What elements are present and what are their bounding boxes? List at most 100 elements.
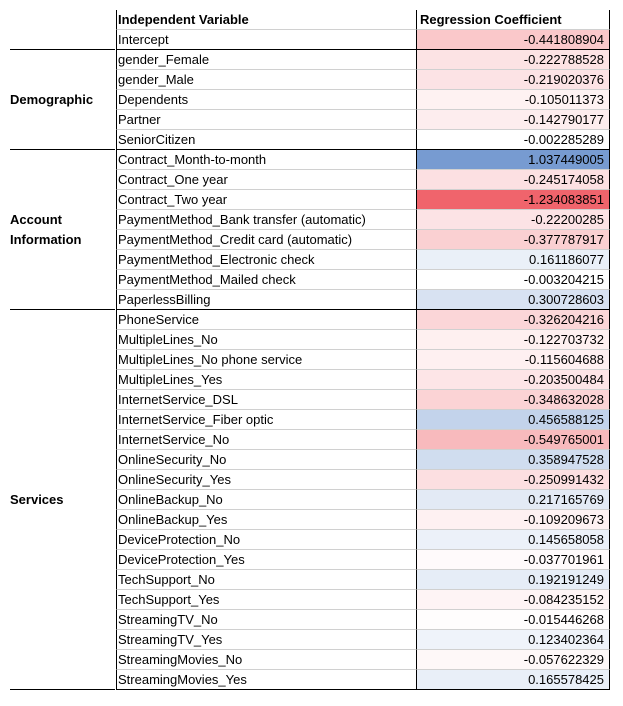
variable-name-cell: OnlineBackup_Yes xyxy=(116,510,416,530)
coefficient-value-cell: -0.109209673 xyxy=(416,510,610,530)
category-cell xyxy=(10,110,115,130)
category-cell xyxy=(10,390,115,410)
variable-name-cell: MultipleLines_No xyxy=(116,330,416,350)
table-row: StreamingTV_Yes 0.123402364 xyxy=(10,630,610,650)
coefficient-value-cell: -1.234083851 xyxy=(416,190,610,210)
group-label: Services xyxy=(10,492,64,507)
table-body: Intercept -0.441808904 gender_Female -0.222… xyxy=(10,30,610,690)
variable-name-cell: StreamingMovies_Yes xyxy=(116,670,416,690)
category-cell xyxy=(10,650,115,670)
variable-name-cell: OnlineBackup_No xyxy=(116,490,416,510)
table-row: TechSupport_Yes -0.084235152 xyxy=(10,590,610,610)
category-cell xyxy=(10,270,115,290)
coefficient-value-cell: -0.441808904 xyxy=(416,30,610,50)
table-row: OnlineBackup_No 0.217165769 xyxy=(10,490,610,510)
category-cell xyxy=(10,510,115,530)
group-label: Account Information xyxy=(10,210,115,250)
table-row: TechSupport_No 0.192191249 xyxy=(10,570,610,590)
regression-coefficient-table: Independent Variable Regression Coeffici… xyxy=(10,10,610,690)
category-cell xyxy=(10,190,115,210)
variable-name-cell: PaperlessBilling xyxy=(116,290,416,310)
variable-name-cell: DeviceProtection_Yes xyxy=(116,550,416,570)
coefficient-value-cell: -0.037701961 xyxy=(416,550,610,570)
table-row: MultipleLines_Yes -0.203500484 xyxy=(10,370,610,390)
table-row: SeniorCitizen -0.002285289 xyxy=(10,130,610,150)
table-row: Contract_One year -0.245174058 xyxy=(10,170,610,190)
table-row: OnlineSecurity_No 0.358947528 xyxy=(10,450,610,470)
table-row: Intercept -0.441808904 xyxy=(10,30,610,50)
category-cell xyxy=(10,30,115,50)
category-cell xyxy=(10,50,115,70)
variable-name-cell: OnlineSecurity_Yes xyxy=(116,470,416,490)
coefficient-value-cell: -0.326204216 xyxy=(416,310,610,330)
coefficient-value-cell: -0.015446268 xyxy=(416,610,610,630)
table-row: PaymentMethod_Electronic check 0.16118607… xyxy=(10,250,610,270)
group-label: Demographic xyxy=(10,92,94,107)
coefficient-value-cell: -0.22200285 xyxy=(416,210,610,230)
coefficient-value-cell: -0.245174058 xyxy=(416,170,610,190)
coefficient-value-cell: -0.348632028 xyxy=(416,390,610,410)
variable-name-cell: InternetService_No xyxy=(116,430,416,450)
category-cell xyxy=(10,350,115,370)
table-row: gender_Male -0.219020376 xyxy=(10,70,610,90)
category-cell xyxy=(10,550,115,570)
coefficient-value-cell: -0.003204215 xyxy=(416,270,610,290)
table-row: OnlineSecurity_Yes -0.250991432 xyxy=(10,470,610,490)
variable-name-cell: DeviceProtection_No xyxy=(116,530,416,550)
table-row: StreamingMovies_No -0.057622329 xyxy=(10,650,610,670)
table-row: StreamingMovies_Yes 0.165578425 xyxy=(10,670,610,690)
coefficient-value-cell: -0.002285289 xyxy=(416,130,610,150)
variable-name-cell: gender_Male xyxy=(116,70,416,90)
coefficient-value-cell: 0.192191249 xyxy=(416,570,610,590)
variable-name-cell: TechSupport_Yes xyxy=(116,590,416,610)
category-cell xyxy=(10,70,115,90)
table-row: MultipleLines_No phone service -0.1156046… xyxy=(10,350,610,370)
table-row: PaymentMethod_Bank transfer (automatic) -… xyxy=(10,210,610,230)
coefficient-value-cell: -0.084235152 xyxy=(416,590,610,610)
table-row: Partner -0.142790177 xyxy=(10,110,610,130)
category-cell xyxy=(10,630,115,650)
table-row: MultipleLines_No -0.122703732 xyxy=(10,330,610,350)
table-row: Contract_Month-to-month 1.037449005 xyxy=(10,150,610,170)
variable-name-cell: PhoneService xyxy=(116,310,416,330)
variable-name-cell: StreamingTV_No xyxy=(116,610,416,630)
variable-name-cell: PaymentMethod_Bank transfer (automatic) xyxy=(116,210,416,230)
table-row: PaperlessBilling 0.300728603 xyxy=(10,290,610,310)
category-cell xyxy=(10,170,115,190)
variable-name-cell: Intercept xyxy=(116,30,416,50)
variable-column-header: Independent Variable xyxy=(116,10,416,30)
group-label-line: Account xyxy=(10,212,62,227)
coefficient-value-cell: 0.145658058 xyxy=(416,530,610,550)
coefficient-value-cell: -0.142790177 xyxy=(416,110,610,130)
coefficient-value-cell: -0.105011373 xyxy=(416,90,610,110)
variable-name-cell: MultipleLines_No phone service xyxy=(116,350,416,370)
table-row: PhoneService -0.326204216 xyxy=(10,310,610,330)
category-header-cell xyxy=(10,10,115,30)
variable-name-cell: PaymentMethod_Credit card (automatic) xyxy=(116,230,416,250)
coefficient-value-cell: -0.549765001 xyxy=(416,430,610,450)
variable-name-cell: gender_Female xyxy=(116,50,416,70)
category-cell xyxy=(10,130,115,150)
table-row: DeviceProtection_Yes -0.037701961 xyxy=(10,550,610,570)
coefficient-value-cell: -0.115604688 xyxy=(416,350,610,370)
variable-name-cell: Contract_Two year xyxy=(116,190,416,210)
coefficient-value-cell: -0.057622329 xyxy=(416,650,610,670)
table-row: Dependents -0.105011373 xyxy=(10,90,610,110)
header-row: Independent Variable Regression Coeffici… xyxy=(10,10,610,30)
coefficient-value-cell: 0.123402364 xyxy=(416,630,610,650)
table-row: InternetService_DSL -0.348632028 xyxy=(10,390,610,410)
coefficient-value-cell: -0.122703732 xyxy=(416,330,610,350)
table-row: InternetService_Fiber optic 0.456588125 xyxy=(10,410,610,430)
table-row: DeviceProtection_No 0.145658058 xyxy=(10,530,610,550)
table-row: PaymentMethod_Mailed check -0.003204215 xyxy=(10,270,610,290)
category-cell xyxy=(10,150,115,170)
category-cell xyxy=(10,430,115,450)
variable-name-cell: Partner xyxy=(116,110,416,130)
coefficient-value-cell: 0.358947528 xyxy=(416,450,610,470)
category-cell xyxy=(10,530,115,550)
table-row: StreamingTV_No -0.015446268 xyxy=(10,610,610,630)
variable-name-cell: StreamingMovies_No xyxy=(116,650,416,670)
category-cell xyxy=(10,590,115,610)
coefficient-value-cell: 0.300728603 xyxy=(416,290,610,310)
variable-name-cell: SeniorCitizen xyxy=(116,130,416,150)
